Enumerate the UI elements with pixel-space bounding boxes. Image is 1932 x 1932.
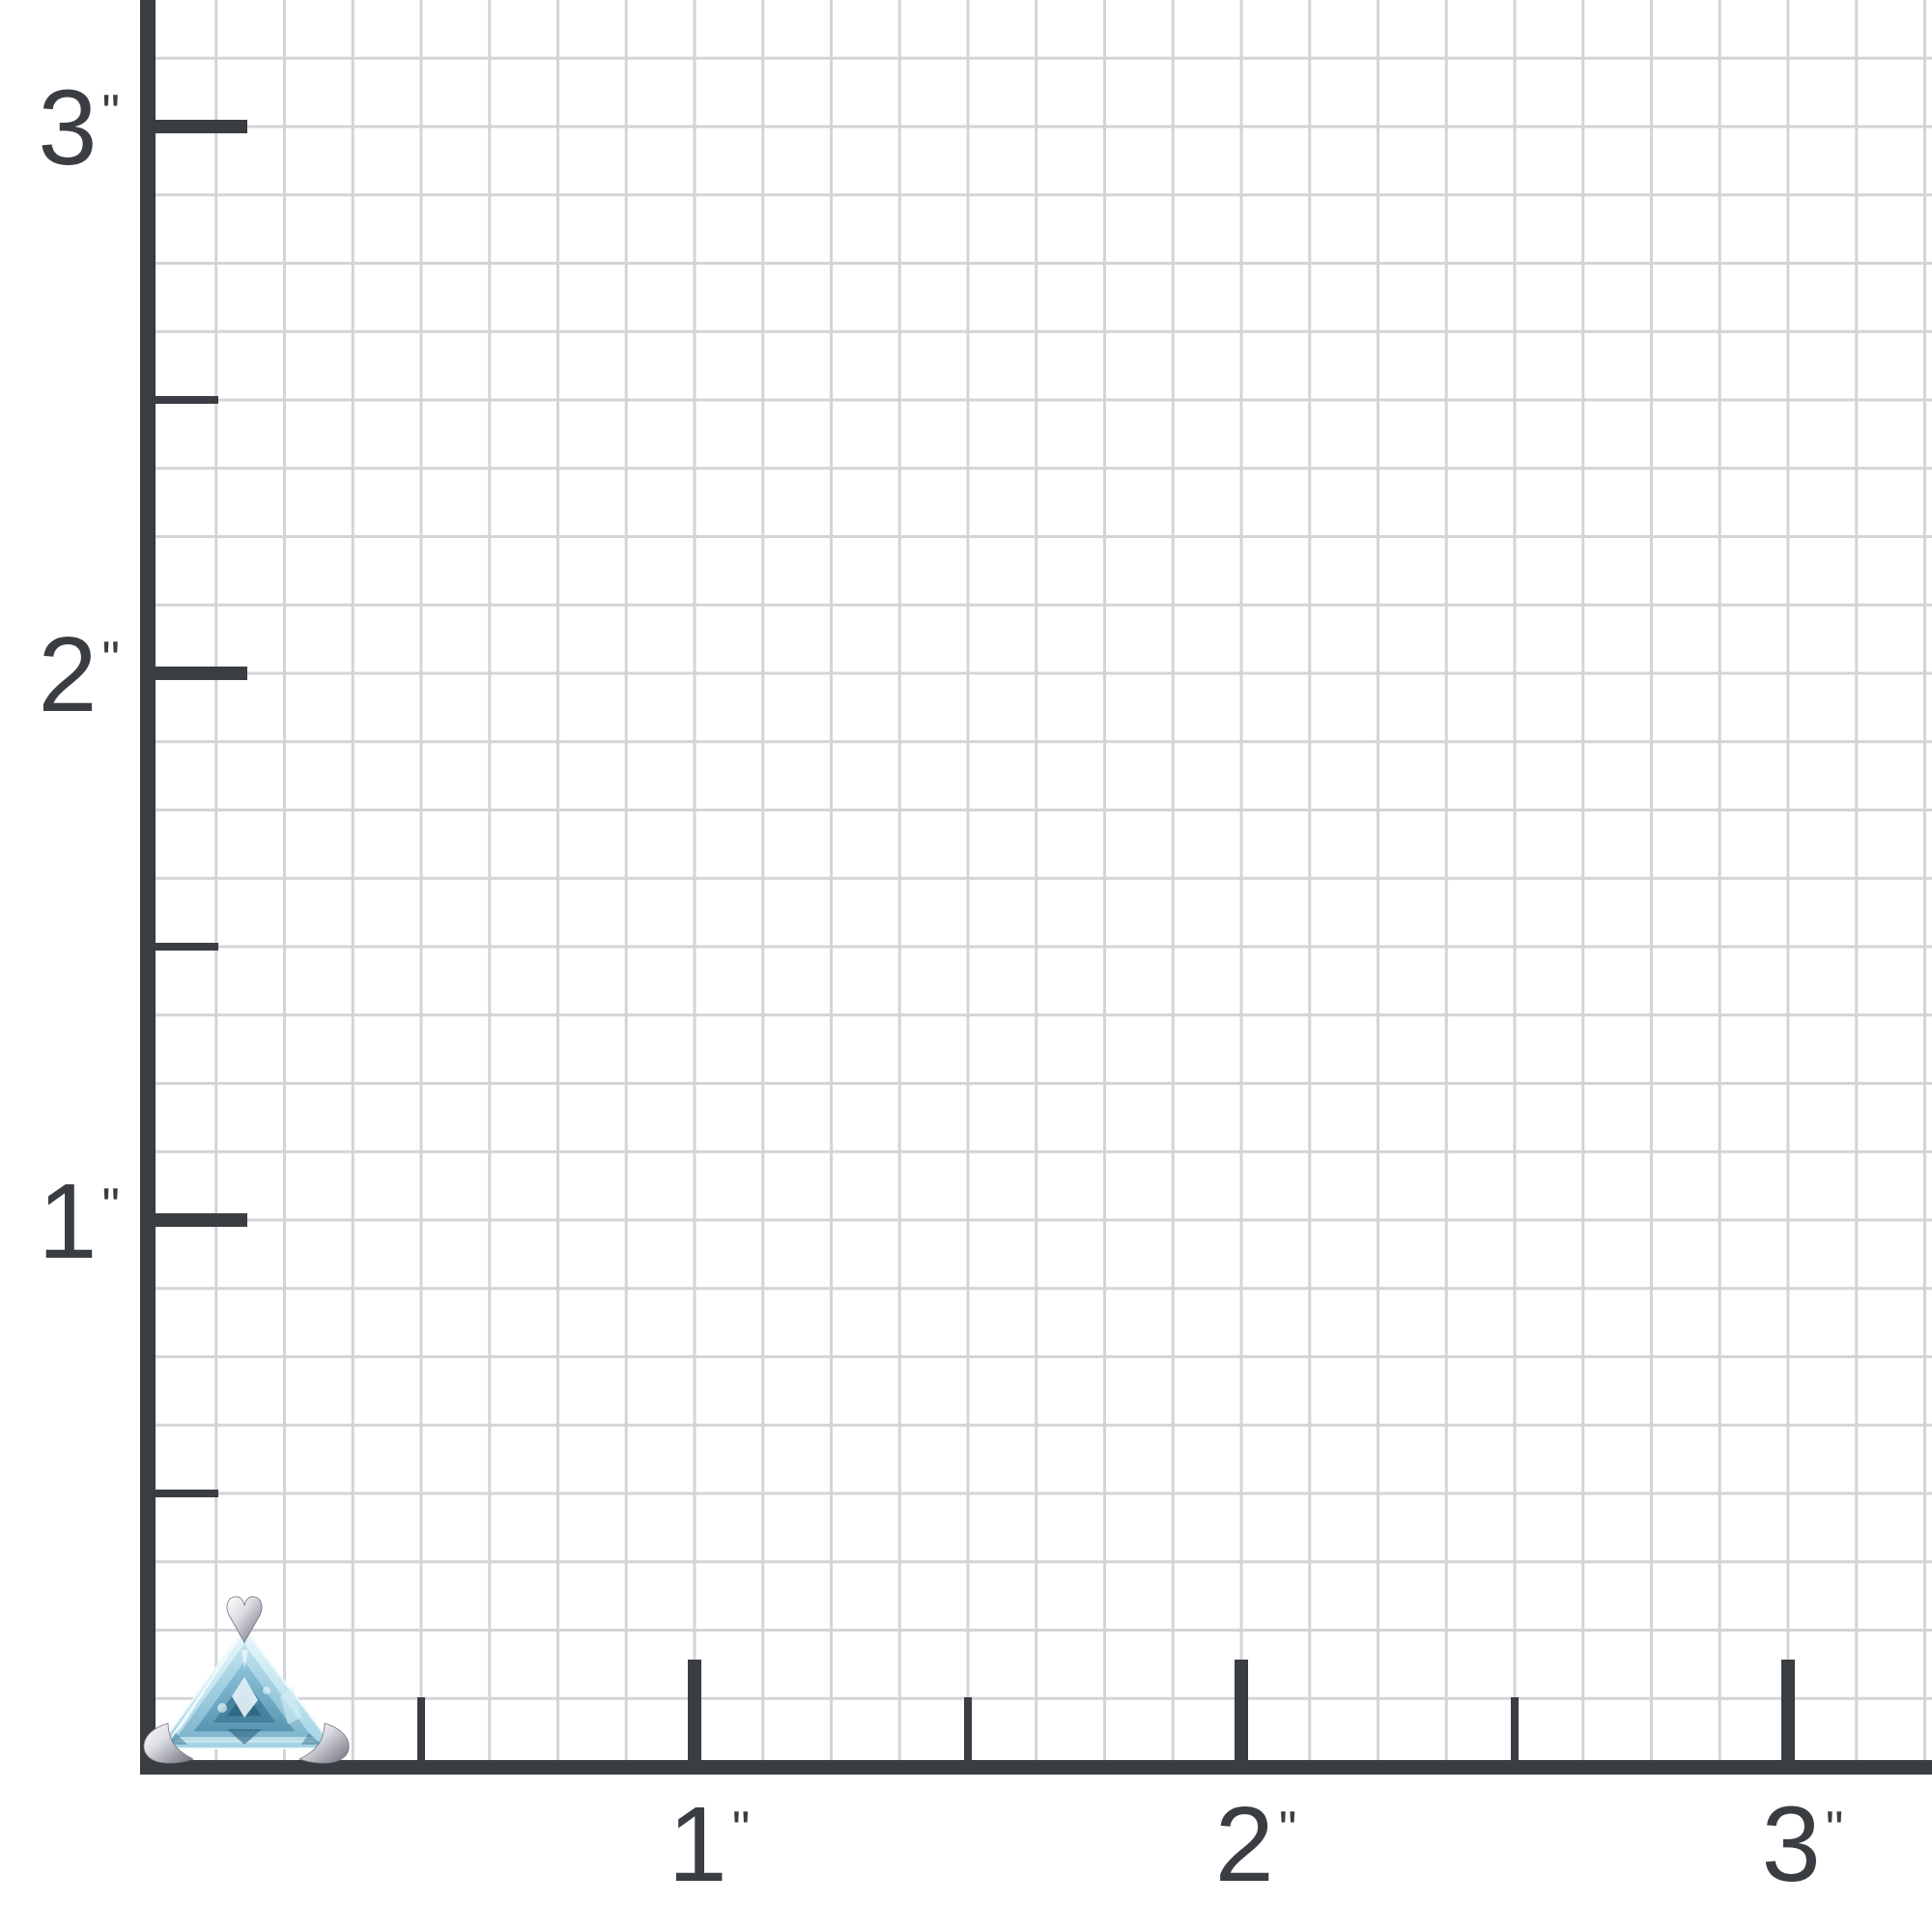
x-tick-1p5-inch [964,1697,972,1760]
x-tick-0p5-inch [417,1697,425,1760]
x-label-1-value: 1 [668,1785,727,1904]
x-label-3-value: 3 [1761,1785,1821,1904]
y-tick-2p5-inch [156,396,218,404]
bottom-right-prong-icon [298,1722,350,1764]
x-tick-1-inch [688,1660,701,1760]
y-tick-3-inch [156,120,247,133]
x-tick-2p5-inch [1511,1697,1519,1760]
y-label-1-value: 1 [38,1162,98,1281]
inch-unit-mark: " [101,632,121,688]
grid-lines [148,0,1932,1767]
y-axis-label-1in: 1" [0,1169,120,1294]
inch-unit-mark: " [1278,1802,1297,1858]
inch-unit-mark: " [101,85,121,141]
top-prong-icon [226,1596,263,1643]
y-label-2-value: 2 [38,615,98,734]
x-axis-label-3in: 3" [1643,1792,1932,1918]
inch-unit-mark: " [731,1802,751,1858]
y-tick-2-inch [156,667,247,680]
y-axis-line [140,0,156,1775]
y-axis-label-2in: 2" [0,622,120,748]
x-tick-3-inch [1781,1660,1795,1760]
x-label-2-value: 2 [1214,1785,1274,1904]
gem-sparkle-highlights [168,1633,321,1745]
y-label-3-value: 3 [38,69,98,187]
y-tick-0p5-inch [156,1490,218,1497]
bottom-left-prong-icon [143,1722,194,1764]
y-tick-1p5-inch [156,943,218,951]
x-axis-line [140,1760,1932,1775]
y-axis-label-3in: 3" [0,75,120,201]
y-tick-1-inch [156,1213,247,1227]
inch-unit-mark: " [1825,1802,1844,1858]
x-axis-label-2in: 2" [1096,1792,1400,1918]
x-axis-label-1in: 1" [550,1792,853,1918]
x-tick-2-inch [1235,1660,1248,1760]
trillion-gemstone-earring-image [143,1596,350,1764]
inch-unit-mark: " [101,1179,121,1235]
